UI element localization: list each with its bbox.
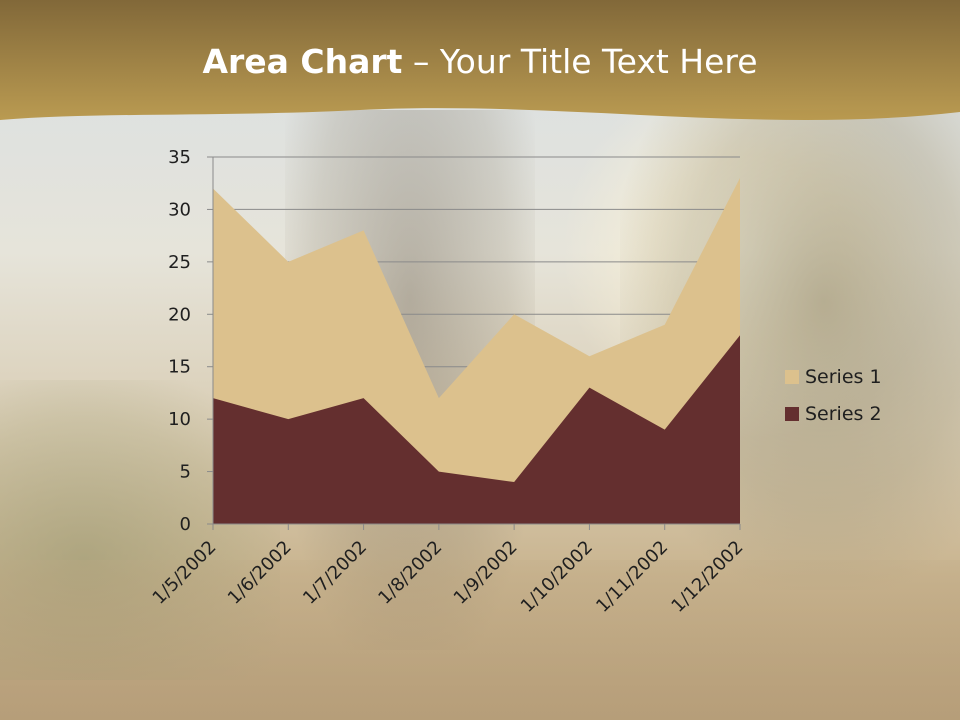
legend-item-series2: Series 2 xyxy=(785,395,882,432)
x-tick-label-5: 1/10/2002 xyxy=(517,537,597,617)
legend-swatch-series2 xyxy=(785,406,799,421)
area-series-2 xyxy=(213,335,740,524)
x-tick-label-2: 1/7/2002 xyxy=(299,537,371,609)
x-tick-label-3: 1/8/2002 xyxy=(374,537,446,609)
x-tick-label-0: 1/5/2002 xyxy=(149,537,221,609)
y-tick-label-0: 0 xyxy=(180,514,191,535)
slide-title-rest: – Your Title Text Here xyxy=(402,42,758,81)
chart-legend: Series 1 Series 2 xyxy=(785,358,882,432)
legend-item-series1: Series 1 xyxy=(785,358,882,395)
slide-title: Area Chart – Your Title Text Here xyxy=(0,42,960,81)
dirt-path xyxy=(0,560,960,720)
legend-swatch-series1 xyxy=(785,369,799,384)
x-tick-label-6: 1/11/2002 xyxy=(592,537,672,617)
x-tick-label-1: 1/6/2002 xyxy=(224,537,296,609)
legend-label-series2: Series 2 xyxy=(805,402,882,425)
y-tick-label-15: 15 xyxy=(168,357,191,378)
x-tick-label-4: 1/9/2002 xyxy=(450,537,522,609)
y-tick-label-5: 5 xyxy=(180,462,191,483)
slide-title-bold: Area Chart xyxy=(202,42,403,81)
x-tick-label-7: 1/12/2002 xyxy=(667,537,747,617)
y-tick-label-35: 35 xyxy=(168,147,191,168)
y-tick-label-10: 10 xyxy=(168,409,191,430)
y-tick-label-30: 30 xyxy=(168,199,191,220)
legend-label-series1: Series 1 xyxy=(805,365,882,388)
y-tick-label-20: 20 xyxy=(168,304,191,325)
y-tick-label-25: 25 xyxy=(168,252,191,273)
header-banner xyxy=(0,0,960,120)
